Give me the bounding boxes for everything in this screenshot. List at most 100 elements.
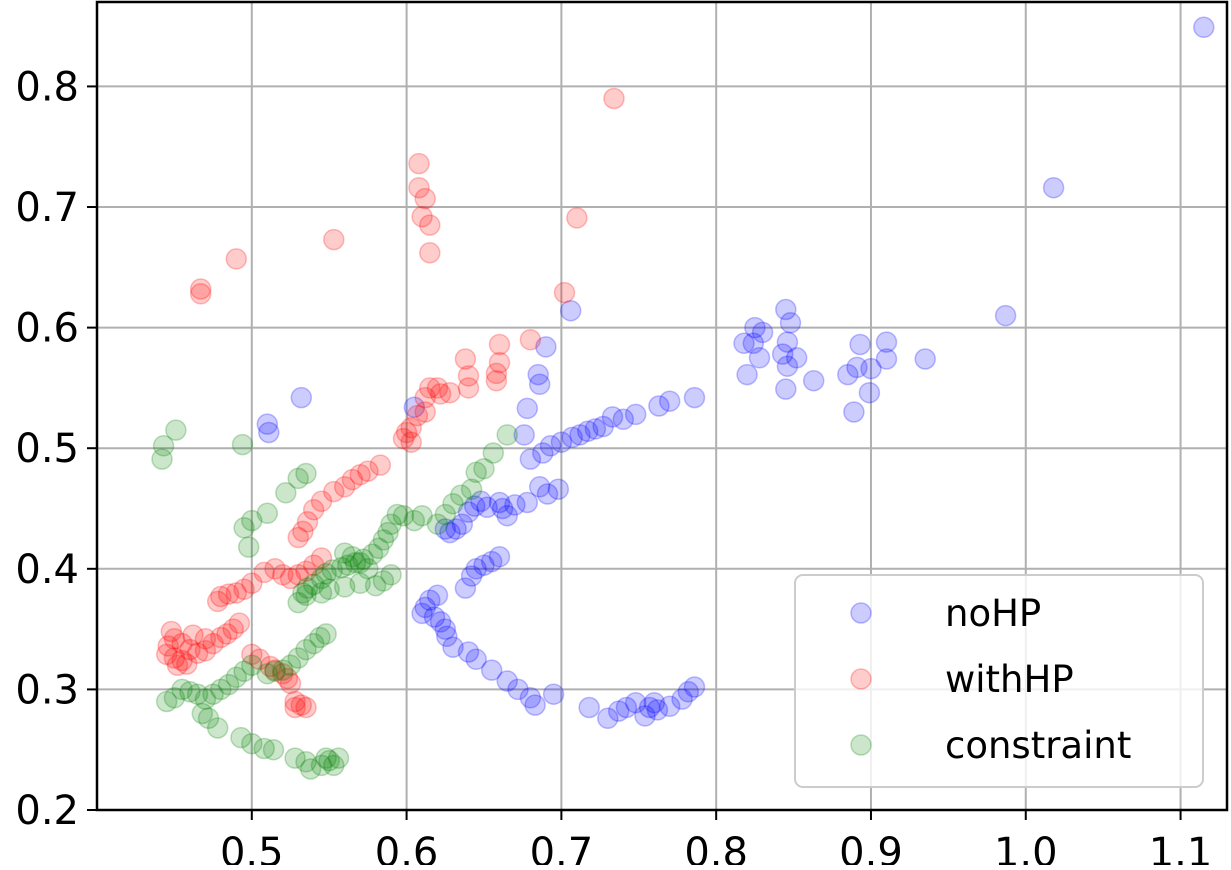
data-point-nohp [507,678,529,701]
data-point-withhp [392,427,415,450]
data-point-withhp [241,643,263,666]
data-point-nohp [775,298,797,321]
data-point-withhp [341,468,364,491]
data-point-constraint [295,638,317,661]
data-point-nohp [671,688,693,710]
data-point-nohp [470,490,492,513]
data-point-nohp [256,413,279,435]
data-point-nohp [419,589,441,611]
data-point-withhp [426,377,449,399]
data-point-withhp [276,667,299,690]
data-point-nohp [648,395,670,417]
data-point-constraint [310,582,333,604]
data-point-nohp [914,348,936,370]
data-point-constraint [403,509,426,532]
data-point-withhp [182,624,204,646]
data-point-constraint [372,570,395,592]
data-point-constraint [264,660,286,683]
data-point-nohp [488,491,511,514]
data-point-nohp [683,386,706,409]
data-point-nohp [429,611,452,633]
data-point-nohp [638,696,661,719]
data-point-nohp [504,494,526,516]
data-point-nohp [434,518,457,540]
data-point-nohp [532,442,554,464]
data-point-withhp [310,547,333,569]
x-tick-label: 1.0 [994,830,1058,865]
data-point-constraint [364,574,387,597]
data-point-constraint [295,584,317,607]
data-point-constraint [296,577,319,599]
data-point-nohp [445,518,467,540]
grid [97,2,1227,811]
data-point-withhp [296,511,319,533]
data-point-constraint [349,572,371,595]
data-point-nohp [1042,176,1065,199]
data-point-constraint [349,552,371,574]
data-point-withhp [171,632,193,655]
data-point-withhp [457,377,480,399]
data-point-nohp [436,625,458,648]
data-point-nohp [516,491,539,514]
data-point-nohp [528,373,551,396]
data-point-nohp [776,355,799,377]
data-point-withhp [228,612,251,634]
data-point-nohp [775,378,797,400]
data-point-constraint [392,504,415,527]
legend-marker-withhp [850,668,872,690]
data-point-nohp [677,681,700,703]
data-point-withhp [241,572,263,595]
data-point-withhp [157,635,179,657]
data-point-withhp [454,348,477,370]
data-point-withhp [210,585,232,608]
data-point-withhp [411,205,433,228]
data-point-withhp [189,278,212,300]
data-point-withhp [292,520,314,543]
data-point-constraint [241,509,263,532]
data-point-constraint [275,482,297,504]
data-point-nohp [423,606,446,628]
data-point-withhp [194,640,217,662]
x-tick-label: 0.7 [530,830,594,865]
data-point-nohp [1193,16,1215,39]
data-point-constraint [377,521,399,544]
data-point-constraint [302,573,325,596]
data-point-withhp [290,694,313,716]
x-tick-label: 0.6 [375,830,439,865]
legend-box [794,574,1204,788]
data-point-constraint [309,626,331,649]
data-point-nohp [576,420,599,443]
data-point-constraint [318,749,340,772]
data-point-withhp [333,476,356,498]
data-point-nohp [550,431,573,453]
data-point-nohp [451,513,474,535]
data-point-constraint [292,582,314,604]
data-point-constraint [434,503,457,526]
legend: noHP withHP constraint [794,574,1204,788]
data-point-withhp [194,628,217,650]
data-point-withhp [519,328,542,351]
data-point-nohp [748,347,771,369]
data-point-constraint [241,732,263,755]
data-point-constraint [231,433,254,456]
data-point-nohp [457,641,480,663]
data-point-nohp [601,406,624,428]
data-point-withhp [323,228,345,251]
data-point-nohp [615,696,638,719]
data-point-withhp [295,560,317,582]
data-point-constraint [210,678,232,701]
data-point-withhp [553,281,576,304]
series-nohp [256,16,1215,730]
data-point-withhp [302,498,325,521]
data-point-constraint [337,554,359,576]
data-point-withhp [419,377,441,399]
data-point-nohp [858,381,881,404]
data-point-constraint [151,448,173,470]
data-point-constraint [465,461,487,484]
data-point-withhp [408,176,430,199]
data-point-withhp [323,480,345,503]
data-point-withhp [264,558,286,580]
data-point-nohp [875,331,898,353]
data-point-withhp [406,404,429,427]
